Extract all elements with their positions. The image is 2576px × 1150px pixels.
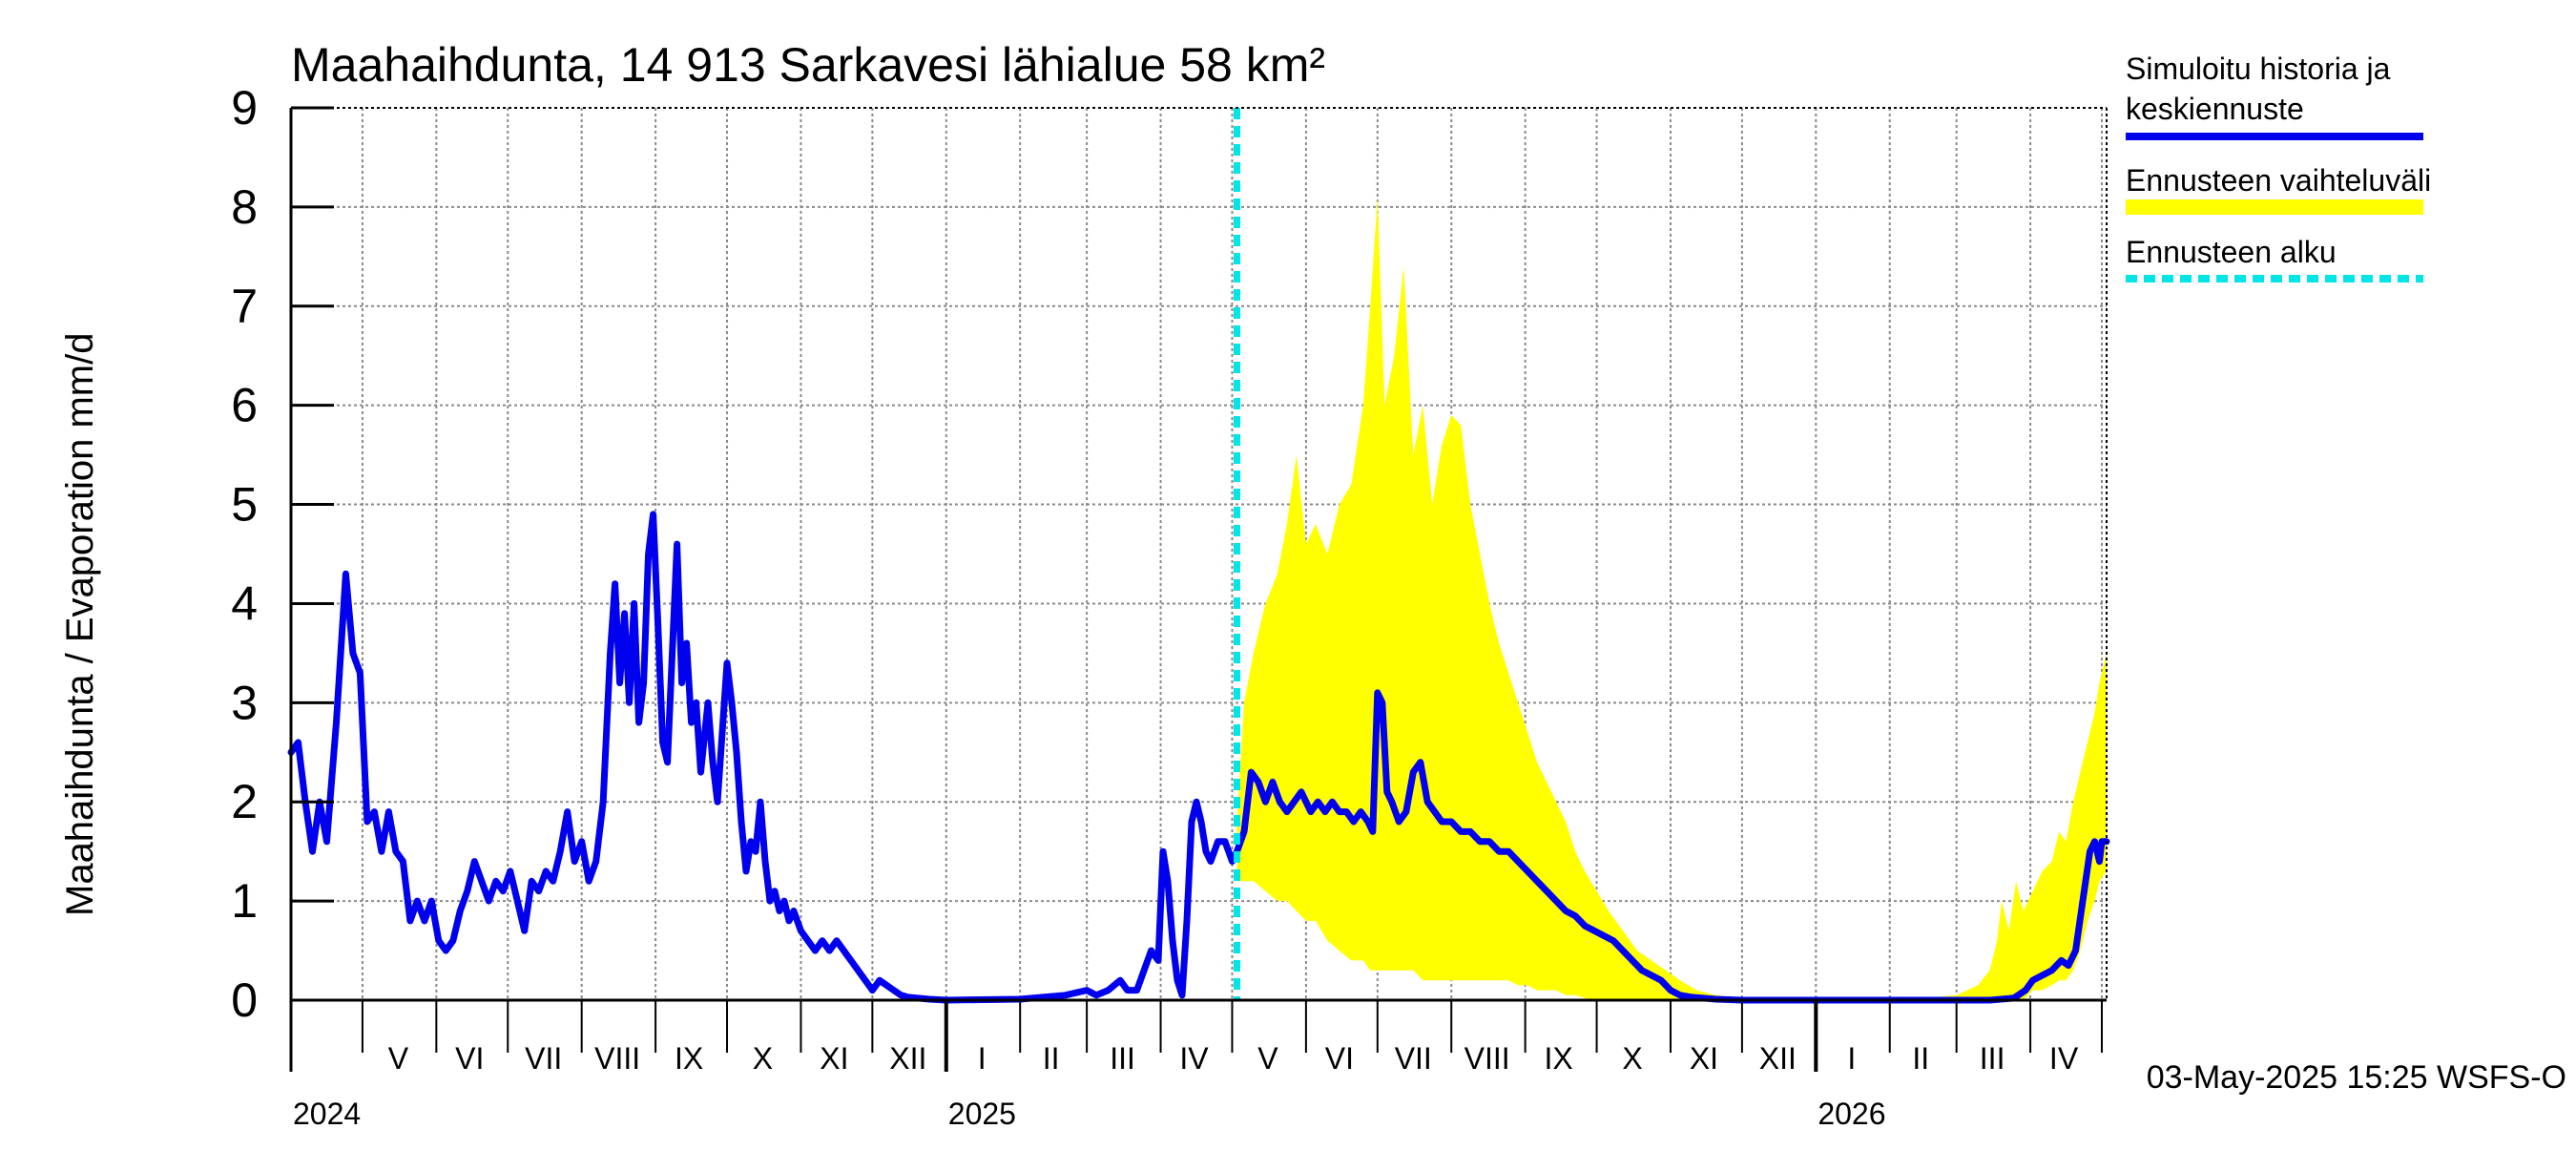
month-label: XI bbox=[1690, 1041, 1718, 1076]
month-label: VIII bbox=[1465, 1041, 1510, 1076]
month-label: III bbox=[1980, 1041, 2005, 1076]
year-label: 2026 bbox=[1818, 1097, 1885, 1131]
y-tick-label: 5 bbox=[231, 478, 258, 532]
month-label: IV bbox=[1179, 1041, 1209, 1076]
month-label: VIII bbox=[594, 1041, 640, 1076]
month-label: III bbox=[1110, 1041, 1135, 1076]
legend-label-forecast-start: Ennusteen alku bbox=[2126, 235, 2337, 269]
month-label: V bbox=[388, 1041, 409, 1076]
forecast-range-band bbox=[1236, 197, 2107, 1000]
month-label: VII bbox=[1395, 1041, 1432, 1076]
y-tick-label: 3 bbox=[231, 676, 258, 729]
forecast-band-layer bbox=[1236, 197, 2107, 1000]
month-label: X bbox=[753, 1041, 773, 1076]
month-label: II bbox=[1912, 1041, 1929, 1076]
year-label: 2024 bbox=[293, 1097, 361, 1131]
month-label: I bbox=[1847, 1041, 1856, 1076]
month-label: IX bbox=[675, 1041, 703, 1076]
x-tick-labels: V VI VII VIII IX X XI XII I II III IV V VI VII VIII IX X X… bbox=[293, 1041, 2079, 1131]
y-tick-labels: 0 1 2 3 4 5 6 7 8 9 bbox=[231, 81, 258, 1027]
y-tick-label: 1 bbox=[231, 874, 258, 928]
y-tick-label: 9 bbox=[231, 81, 258, 135]
y-tick-label: 4 bbox=[231, 576, 258, 630]
month-label: IX bbox=[1544, 1041, 1572, 1076]
legend-label-range: Ennusteen vaihteluväli bbox=[2126, 163, 2431, 198]
y-axis-label: Maahaihdunta / Evaporation mm/d bbox=[59, 333, 101, 916]
month-label: XII bbox=[1759, 1041, 1797, 1076]
month-label: I bbox=[978, 1041, 987, 1076]
y-tick-label: 8 bbox=[231, 180, 258, 234]
month-label: XI bbox=[820, 1041, 848, 1076]
month-label: IV bbox=[2049, 1041, 2079, 1076]
y-tick-label: 0 bbox=[231, 973, 258, 1027]
legend-label-mean: keskiennuste bbox=[2126, 92, 2304, 126]
legend: Simuloitu historia ja keskiennuste Ennuste… bbox=[2126, 52, 2431, 282]
month-label: VI bbox=[1325, 1041, 1354, 1076]
month-label: X bbox=[1622, 1041, 1642, 1076]
footer-timestamp: 03-May-2025 15:25 WSFS-O bbox=[2147, 1059, 2566, 1096]
y-tick-label: 6 bbox=[231, 379, 258, 432]
year-label: 2025 bbox=[948, 1097, 1016, 1131]
month-label: VI bbox=[455, 1041, 484, 1076]
month-label: V bbox=[1257, 1041, 1278, 1076]
y-tick-label: 2 bbox=[231, 775, 258, 828]
y-tick-label: 7 bbox=[231, 280, 258, 333]
chart-title: Maahaihdunta, 14 913 Sarkavesi lähialue … bbox=[291, 38, 1325, 92]
month-label: XII bbox=[889, 1041, 926, 1076]
month-label: II bbox=[1043, 1041, 1060, 1076]
month-label: VII bbox=[525, 1041, 562, 1076]
legend-label-mean: Simuloitu historia ja bbox=[2126, 52, 2391, 86]
axes bbox=[289, 106, 2108, 1072]
